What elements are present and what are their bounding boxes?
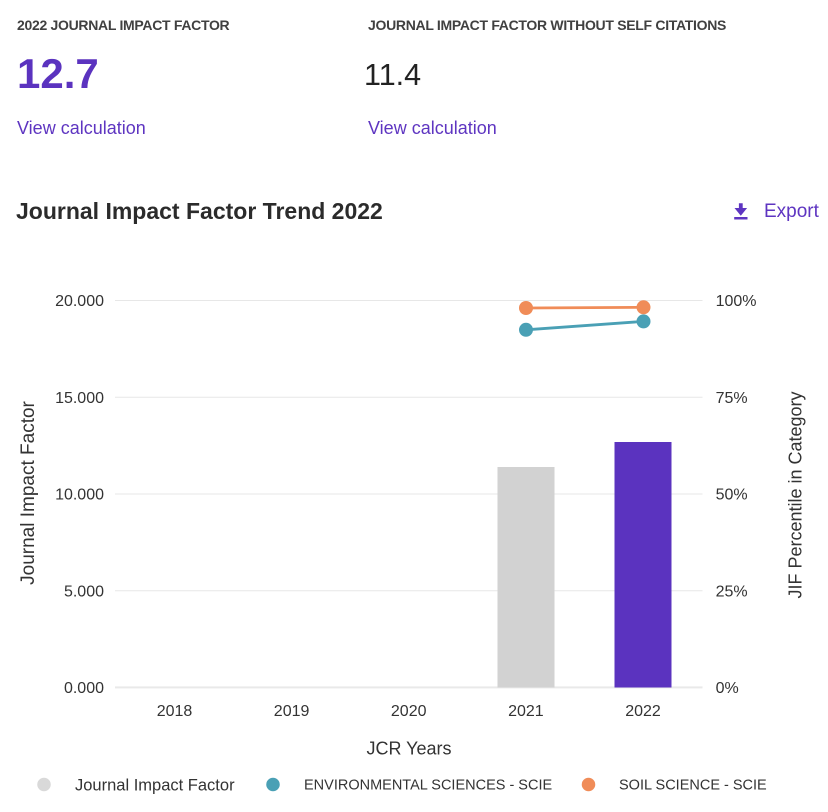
- svg-text:15.000: 15.000: [55, 390, 104, 407]
- svg-text:20.000: 20.000: [55, 293, 104, 310]
- svg-text:2022: 2022: [625, 703, 661, 720]
- svg-text:0%: 0%: [716, 680, 739, 697]
- svg-text:Journal Impact Factor: Journal Impact Factor: [75, 776, 235, 794]
- svg-text:ENVIRONMENTAL SCIENCES - SCIE: ENVIRONMENTAL SCIENCES - SCIE: [304, 778, 552, 794]
- svg-text:75%: 75%: [716, 390, 748, 407]
- svg-text:10.000: 10.000: [55, 487, 104, 504]
- svg-text:0.000: 0.000: [64, 680, 104, 697]
- svg-text:2021: 2021: [508, 703, 544, 720]
- svg-text:50%: 50%: [716, 487, 748, 504]
- svg-text:2019: 2019: [274, 703, 310, 720]
- svg-text:5.000: 5.000: [64, 583, 104, 600]
- svg-text:25%: 25%: [716, 583, 748, 600]
- svg-text:JIF Percentile in Category: JIF Percentile in Category: [786, 391, 806, 598]
- svg-text:SOIL SCIENCE - SCIE: SOIL SCIENCE - SCIE: [619, 778, 767, 794]
- svg-text:2020: 2020: [391, 703, 427, 720]
- svg-text:Journal Impact Factor: Journal Impact Factor: [18, 400, 39, 584]
- svg-text:100%: 100%: [716, 293, 757, 310]
- svg-text:2018: 2018: [157, 703, 193, 720]
- svg-text:JCR Years: JCR Years: [366, 738, 451, 758]
